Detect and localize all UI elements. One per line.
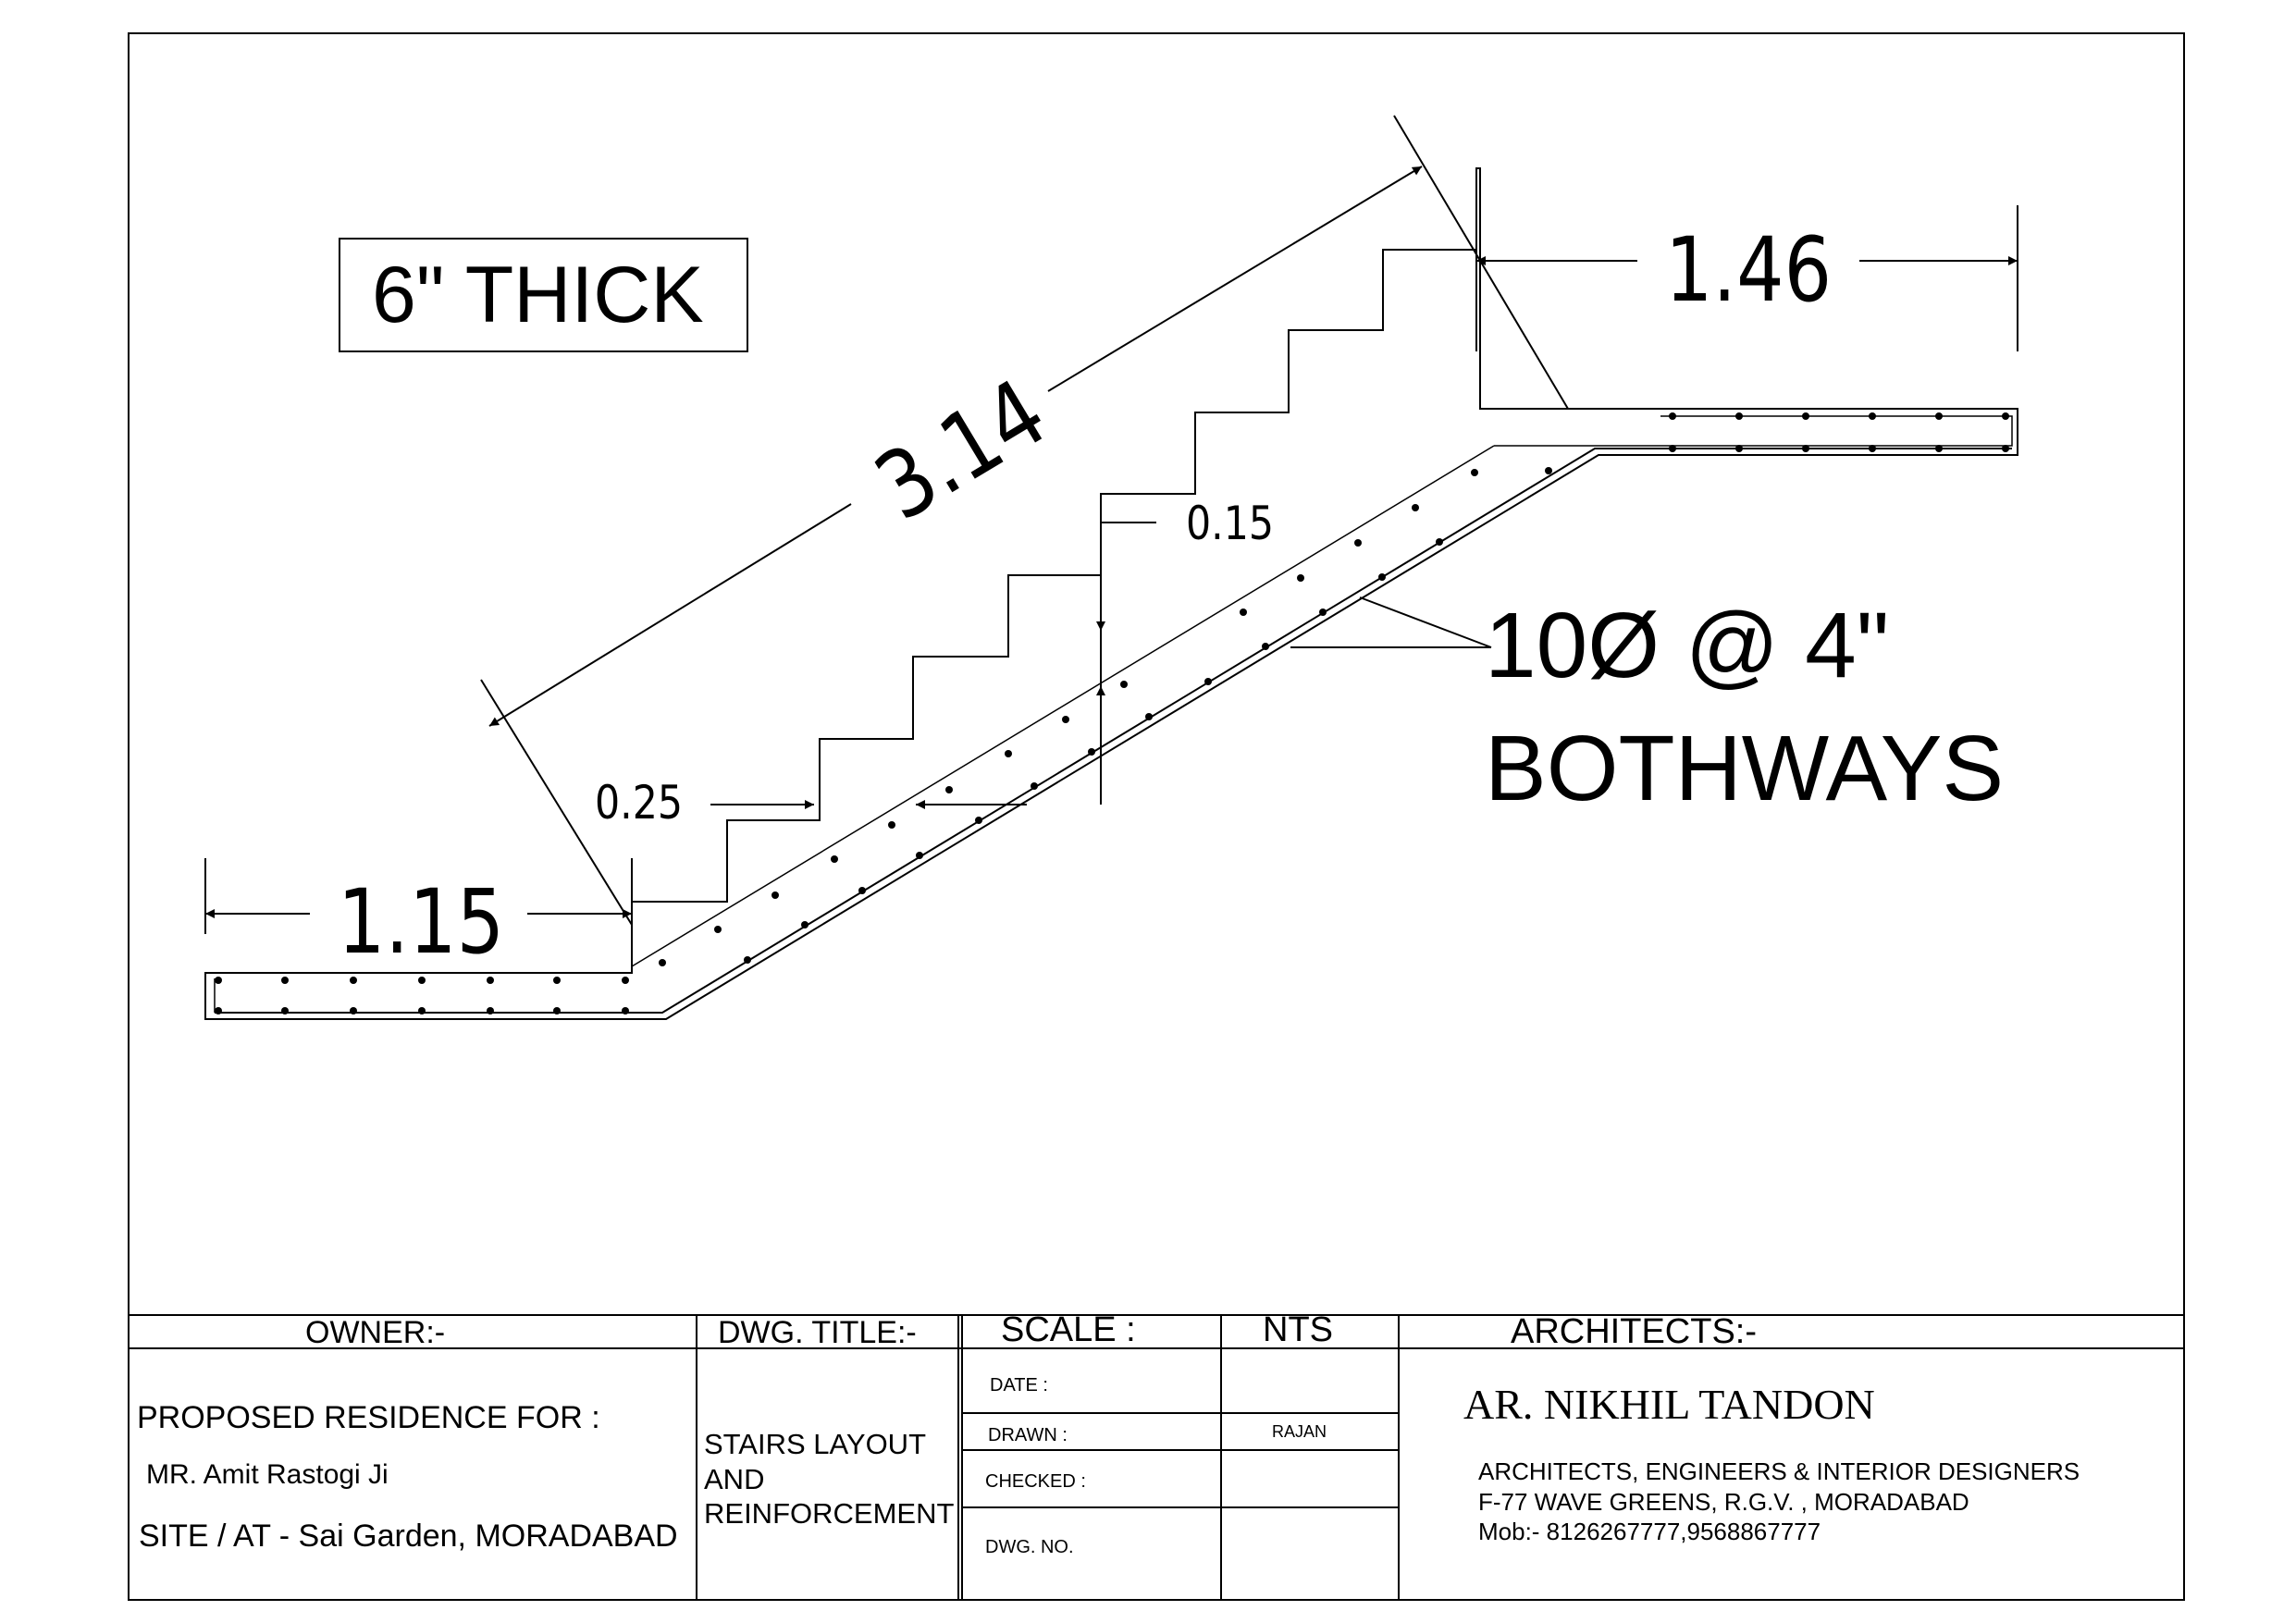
scale-value: NTS xyxy=(1263,1310,1333,1349)
owner-line2: MR. Amit Rastogi Ji xyxy=(146,1459,389,1490)
scale-label: SCALE : xyxy=(1001,1310,1136,1349)
owner-line3: SITE / AT - Sai Garden, MORADABAD xyxy=(139,1518,678,1554)
date-label: DATE : xyxy=(990,1375,1048,1396)
architects-header: ARCHITECTS:- xyxy=(1511,1312,1757,1351)
sheet-border xyxy=(128,32,2185,1601)
dim-tread: 0.25 xyxy=(595,776,683,830)
dim-flight-length: 3.14 xyxy=(858,358,1064,541)
thickness-label: 6" THICK xyxy=(372,251,704,339)
dim-riser: 0.15 xyxy=(1186,497,1274,550)
dwg-title-line2: AND xyxy=(704,1463,764,1495)
architect-line3: Mob:- 8126267777,9568867777 xyxy=(1478,1518,1821,1545)
dwg-title-line1: STAIRS LAYOUT xyxy=(704,1428,926,1460)
stair-outline xyxy=(204,167,2018,1020)
architect-line2: F-77 WAVE GREENS, R.G.V. , MORADABAD xyxy=(1478,1488,1969,1516)
owner-line1: PROPOSED RESIDENCE FOR : xyxy=(137,1400,600,1435)
rebar-spec-line2: BOTHWAYS xyxy=(1485,717,2004,820)
landing-top-inner xyxy=(1494,415,2013,447)
architect-name: AR. NIKHIL TANDON xyxy=(1463,1381,1875,1428)
dwg-title-header: DWG. TITLE:- xyxy=(718,1315,917,1350)
dimension-lines xyxy=(204,115,2018,973)
rebar-spec-line1: 10Ø @ 4" xyxy=(1485,594,1889,697)
rebar-dots xyxy=(215,412,2009,1014)
checked-label: CHECKED : xyxy=(985,1471,1086,1492)
dwg-no-label: DWG. NO. xyxy=(985,1537,1074,1557)
thickness-box xyxy=(339,238,748,352)
drawn-label: DRAWN : xyxy=(988,1425,1068,1445)
owner-header: OWNER:- xyxy=(305,1315,445,1350)
top-inner-line xyxy=(631,445,1495,967)
architect-line1: ARCHITECTS, ENGINEERS & INTERIOR DESIGNE… xyxy=(1478,1457,2080,1485)
drawn-value: RAJAN xyxy=(1272,1422,1327,1441)
title-block xyxy=(129,1314,2184,1600)
dwg-title-line3: REINFORCEMENT xyxy=(704,1497,954,1530)
dim-landing-right: 1.46 xyxy=(1665,218,1832,322)
dim-landing-left: 1.15 xyxy=(338,870,504,974)
